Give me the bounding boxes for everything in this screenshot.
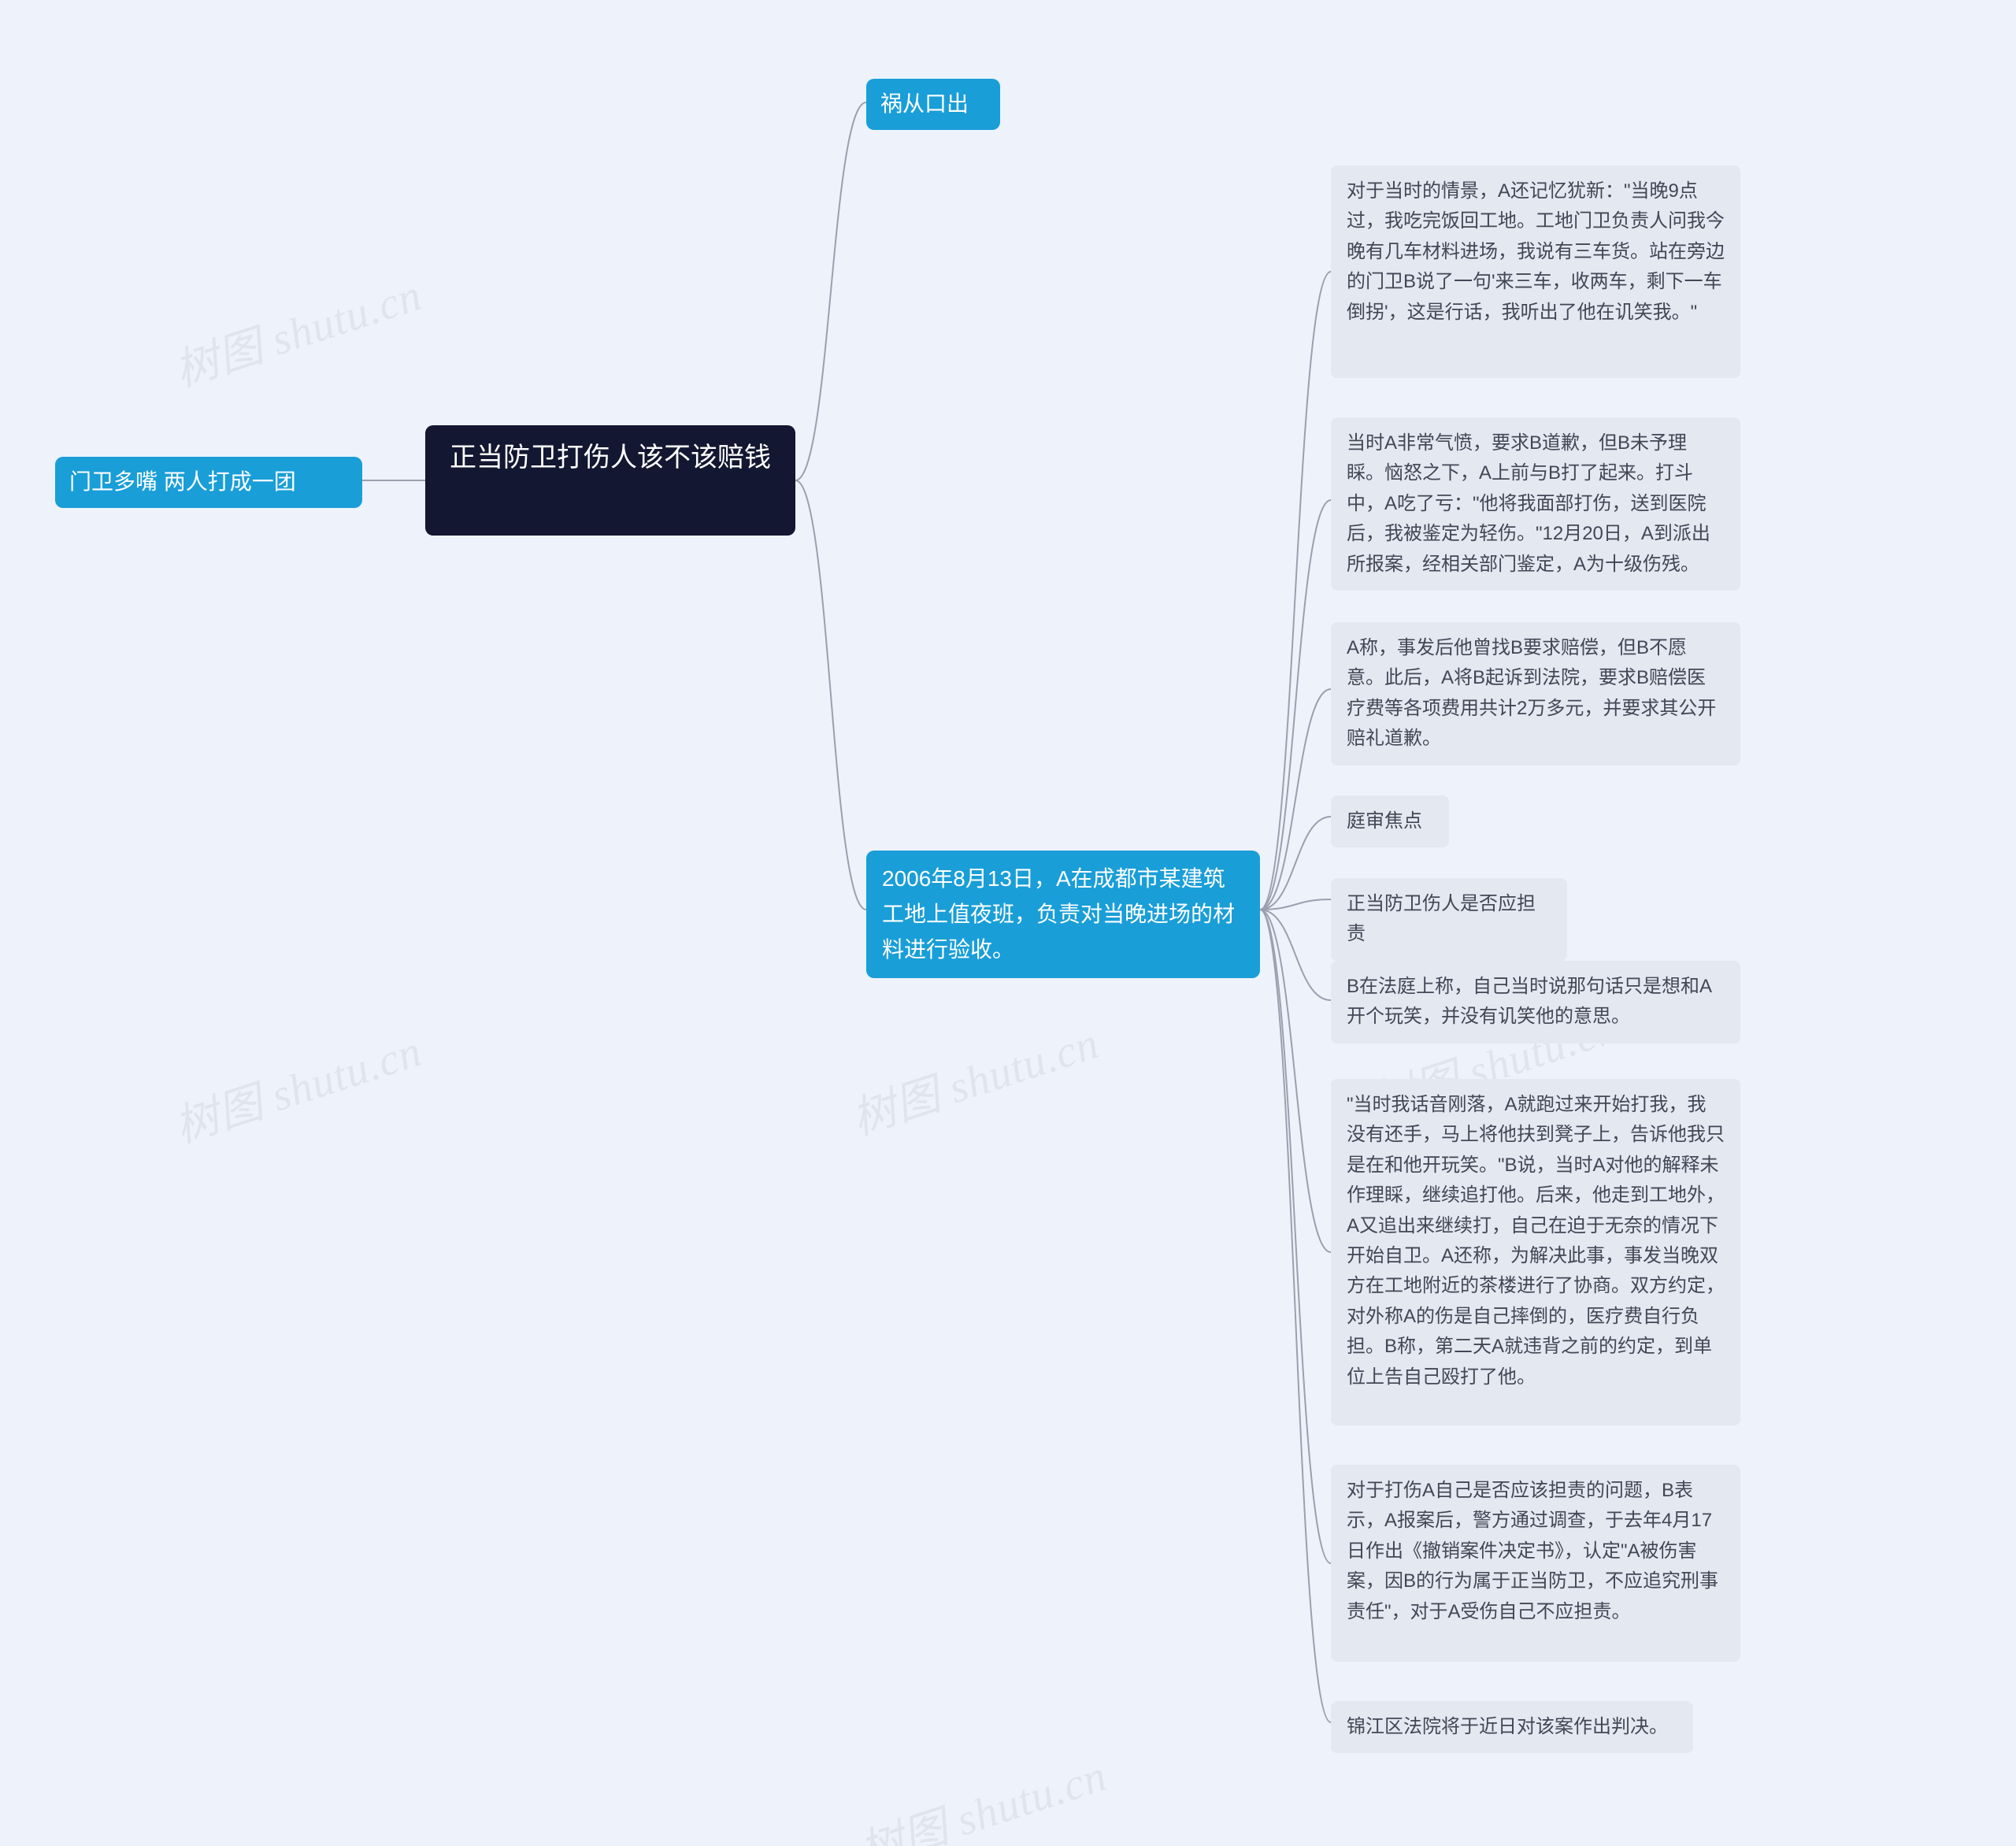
watermark: 树图 shutu.cn: [843, 1008, 1106, 1148]
leaf-fight-injury[interactable]: 当时A非常气愤，要求B道歉，但B未予理睬。恼怒之下，A上前与B打了起来。打斗中，…: [1331, 417, 1740, 591]
leaf-lawsuit[interactable]: A称，事发后他曾找B要求赔偿，但B不愿意。此后，A将B起诉到法院，要求B赔偿医疗…: [1331, 622, 1740, 765]
watermark: 树图 shutu.cn: [165, 260, 428, 400]
mindmap-canvas: 树图 shutu.cn 树图 shutu.cn 树图 shutu.cn 树图 s…: [0, 0, 2016, 1846]
watermark: 树图 shutu.cn: [850, 1740, 1114, 1846]
node-root-title[interactable]: 正当防卫打伤人该不该赔钱: [425, 425, 795, 536]
watermark: 树图 shutu.cn: [165, 1016, 428, 1156]
leaf-recollection[interactable]: 对于当时的情景，A还记忆犹新："当晚9点过，我吃完饭回工地。工地门卫负责人问我今…: [1331, 165, 1740, 378]
leaf-b-claim-joke[interactable]: B在法庭上称，自己当时说那句话只是想和A开个玩笑，并没有讥笑他的意思。: [1331, 961, 1740, 1043]
node-left-gate-guard[interactable]: 门卫多嘴 两人打成一团: [55, 457, 362, 508]
leaf-trial-focus[interactable]: 庭审焦点: [1331, 795, 1449, 847]
node-case-date-summary[interactable]: 2006年8月13日，A在成都市某建筑工地上值夜班，负责对当晚进场的材料进行验收…: [866, 851, 1260, 978]
node-trouble-from-mouth[interactable]: 祸从口出: [866, 79, 1000, 130]
leaf-liability-question[interactable]: 正当防卫伤人是否应担责: [1331, 878, 1567, 961]
leaf-court-verdict-pending[interactable]: 锦江区法院将于近日对该案作出判决。: [1331, 1701, 1693, 1753]
leaf-police-decision[interactable]: 对于打伤A自己是否应该担责的问题，B表示，A报案后，警方通过调查，于去年4月17…: [1331, 1465, 1740, 1662]
leaf-b-self-defense-account[interactable]: "当时我话音刚落，A就跑过来开始打我，我没有还手，马上将他扶到凳子上，告诉他我只…: [1331, 1079, 1740, 1425]
